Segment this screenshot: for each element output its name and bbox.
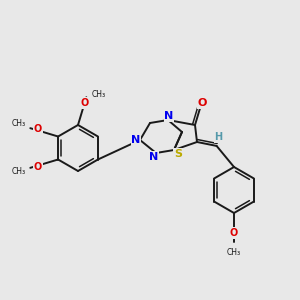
Text: O: O [197,98,207,108]
Text: H: H [214,132,223,142]
Text: N: N [131,135,141,145]
Text: O: O [34,124,42,134]
Text: CH₃: CH₃ [11,119,25,128]
Text: CH₃: CH₃ [91,90,106,99]
Text: N: N [149,152,159,162]
Text: CH₃: CH₃ [227,248,241,257]
Text: S: S [174,149,182,159]
Text: O: O [230,228,238,238]
Text: O: O [34,162,42,172]
Text: CH₃: CH₃ [11,167,25,176]
Text: N: N [164,111,174,121]
Text: O: O [80,98,88,108]
